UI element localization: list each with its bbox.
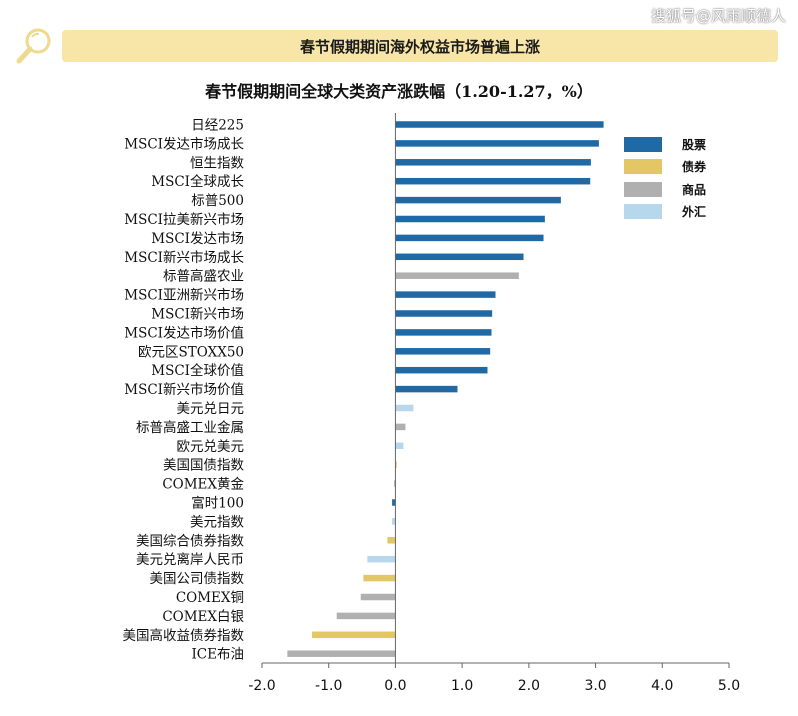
x-tick-label: -2.0: [248, 678, 275, 694]
banner-title: 春节假期期间海外权益市场普遍上涨: [299, 37, 540, 56]
category-label: 美元兑日元: [177, 401, 245, 417]
bar: [363, 574, 396, 582]
category-label: 欧元区STOXX50: [138, 344, 244, 360]
category-label: 标普高盛工业金属: [136, 419, 244, 436]
legend-label: 股票: [682, 137, 707, 152]
legend-swatch: [624, 204, 662, 220]
bar: [387, 537, 396, 544]
category-label: 美元兑离岸人民币: [136, 551, 244, 568]
bar: [367, 555, 396, 563]
bar: [395, 159, 591, 166]
legend-swatch: [624, 136, 662, 152]
bar: [395, 348, 491, 355]
banner: 春节假期期间海外权益市场普遍上涨: [62, 30, 778, 62]
chart-title: 春节假期期间全球大类资产涨跌幅（1.20-1.27，%）: [205, 82, 593, 101]
bar: [392, 499, 396, 506]
bar: [395, 423, 406, 431]
category-label: MSCI新兴市场: [151, 306, 244, 323]
category-label: 标普500: [191, 193, 244, 209]
legend-label: 商品: [682, 182, 707, 197]
category-label: MSCI全球价值: [151, 362, 244, 379]
category-label: 日经225: [191, 118, 244, 134]
x-tick-label: 3.0: [584, 678, 606, 694]
legend-swatch: [624, 159, 662, 175]
legend-item-bond: 债券: [624, 156, 706, 179]
watermark: 搜狐号@风雨顺德人: [650, 7, 786, 25]
x-tick-label: 0.0: [384, 678, 406, 694]
category-label: MSCI拉美新兴市场: [124, 211, 244, 228]
bar: [395, 329, 492, 336]
category-label: 美国国债指数: [163, 458, 244, 474]
category-label: MSCI全球成长: [151, 173, 244, 190]
bar: [395, 234, 544, 242]
category-label: 标普高盛农业: [163, 268, 244, 285]
bar: [395, 177, 591, 185]
category-label: 欧元兑美元: [177, 439, 245, 455]
category-label: 美元指数: [190, 514, 244, 530]
magnifier-icon: [16, 28, 51, 64]
category-label: MSCI新兴市场价值: [124, 381, 244, 398]
bar: [395, 461, 397, 468]
bar: [395, 215, 545, 223]
legend-item-commodity: 商品: [624, 178, 706, 201]
category-label: MSCI亚洲新兴市场: [124, 287, 244, 304]
category-label: MSCI发达市场成长: [124, 135, 244, 152]
bar: [287, 650, 396, 657]
legend-item-fx: 外汇: [624, 201, 706, 224]
legend-label: 债券: [682, 160, 707, 175]
category-label: 美国公司债指数: [150, 571, 245, 587]
bar: [360, 593, 396, 601]
x-tick-label: -1.0: [315, 678, 342, 694]
x-tick-label: 4.0: [651, 678, 673, 694]
x-tick-label: 5.0: [718, 678, 740, 694]
bar: [395, 196, 561, 204]
category-label: MSCI新兴市场成长: [124, 249, 244, 266]
bar: [392, 518, 396, 525]
bar: [394, 480, 396, 487]
bar: [395, 310, 493, 317]
legend: 股票 债券 商品 外汇: [624, 133, 706, 223]
legend-item-equity: 股票: [624, 133, 706, 156]
bar: [395, 404, 414, 412]
category-label: 美国综合债券指数: [136, 533, 244, 549]
bar: [395, 140, 599, 147]
x-tick-label: 1.0: [451, 678, 473, 694]
bar: [395, 253, 524, 261]
category-label: MSCI发达市场: [151, 230, 244, 247]
category-label: MSCI发达市场价值: [124, 324, 244, 341]
legend-label: 外汇: [682, 205, 707, 220]
bar: [395, 291, 496, 298]
bar: [395, 442, 404, 450]
bar: [395, 272, 519, 279]
bar: [395, 366, 488, 374]
category-label: COMEX黄金: [162, 477, 244, 493]
category-label: COMEX白银: [162, 609, 244, 625]
category-label: ICE布油: [191, 647, 244, 663]
category-label: 富时100: [191, 495, 244, 512]
bar: [395, 385, 458, 393]
legend-swatch: [624, 181, 662, 197]
bar: [312, 631, 396, 639]
x-tick-label: 2.0: [518, 678, 540, 694]
bar: [336, 612, 396, 620]
category-label: 恒生指数: [190, 155, 244, 171]
category-label: COMEX铜: [176, 590, 244, 606]
bar: [395, 121, 604, 128]
category-label: 美国高收益债券指数: [123, 627, 245, 644]
